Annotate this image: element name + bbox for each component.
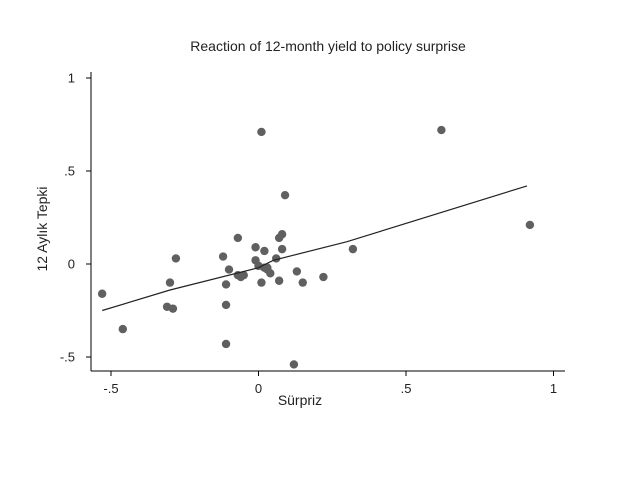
fit-line: [102, 185, 528, 312]
data-point: [298, 278, 307, 287]
x-tick-label: .5: [401, 381, 412, 396]
data-point: [251, 243, 260, 252]
data-point: [274, 276, 284, 285]
data-point: [437, 125, 446, 135]
data-point: [277, 244, 287, 254]
y-tick-label: -.5: [60, 350, 75, 365]
fit-line-group: [102, 185, 528, 312]
y-tick-label: 1: [68, 71, 75, 86]
data-point: [280, 190, 290, 200]
data-point: [221, 300, 231, 310]
data-point: [165, 278, 175, 287]
data-point: [348, 244, 358, 254]
y-tick-label: .5: [64, 164, 75, 179]
data-points: [97, 125, 535, 369]
x-axis-label: Sürpriz: [278, 392, 322, 408]
y-axis-label: 12 Aylık Tepki: [34, 186, 50, 271]
data-point: [525, 220, 535, 230]
chart-title: Reaction of 12-month yield to policy sur…: [190, 38, 466, 54]
data-point: [221, 280, 231, 289]
data-point: [257, 127, 266, 137]
data-point: [233, 233, 243, 243]
data-point: [221, 339, 231, 349]
x-axis-ticks: -.5 0 .5 1: [103, 371, 557, 396]
x-tick-label: 0: [255, 381, 262, 396]
y-tick-label: 0: [68, 257, 75, 272]
data-point: [97, 289, 107, 298]
data-point: [239, 270, 248, 280]
data-point: [277, 230, 287, 239]
data-point: [118, 324, 128, 334]
data-point: [224, 265, 234, 274]
data-point: [319, 272, 328, 282]
x-tick-label: -.5: [103, 381, 118, 396]
data-point: [218, 252, 228, 261]
data-point: [260, 246, 269, 256]
data-point: [257, 278, 266, 287]
x-tick-label: 1: [550, 381, 557, 396]
data-point: [171, 254, 181, 263]
y-axis-ticks: -.5 0 .5 1: [60, 71, 91, 365]
data-point: [168, 304, 178, 313]
data-point: [289, 360, 299, 369]
data-point: [292, 267, 302, 276]
data-point: [266, 269, 275, 278]
